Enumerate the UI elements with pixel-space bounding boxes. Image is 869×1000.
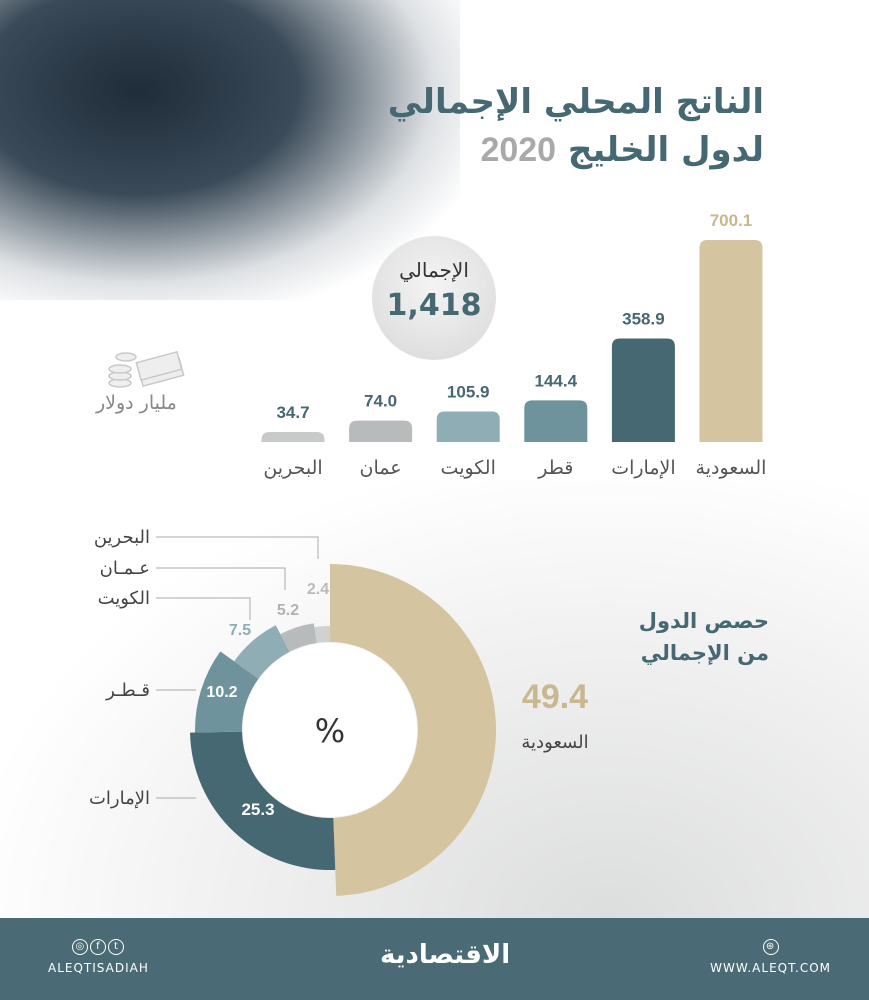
donut-value-label: 7.5 [229,622,251,639]
title-line2: لدول الخليج [567,130,764,170]
bar-category-label: البحرين [263,457,322,479]
bar-2 [524,400,588,442]
social-block: ◎ f t ALEQTISADIAH [48,938,149,975]
bar-category-label: عمان [360,457,402,479]
bar-category-label: قطر [537,457,573,479]
share-title-line2: من الإجمالي [640,641,769,665]
bar-category-label: السعودية [696,457,767,479]
website-link[interactable]: WWW.ALEQT.COM [710,961,831,975]
donut-hole [243,643,417,817]
title-line1: الناتج المحلي الإجمالي [387,82,764,122]
footer: ◎ f t ALEQTISADIAH الاقتصادية ⊛ WWW.ALEQT.… [0,918,869,1000]
bar-value-label: 74.0 [364,392,397,411]
instagram-icon[interactable]: ◎ [72,939,89,955]
unit-label: مليار دولار [96,392,177,414]
total-label: الإجمالي [399,258,469,282]
bar-value-label: 358.9 [622,309,665,328]
donut-value-label: 49.4 [522,678,588,716]
donut-segment-2 [195,651,259,733]
donut-segment-3 [234,625,290,679]
donut-value-label: 10.2 [206,684,237,701]
donut-center-unit: % [315,712,345,750]
leader-line [156,567,286,590]
bar-value-label: 700.1 [710,211,753,230]
donut-category-label: الكويت [98,588,150,609]
donut-category-label: قـطـر [105,680,150,701]
bar-value-label: 34.7 [276,403,309,422]
globe-icon: ⊛ [762,939,779,955]
bar-category-label: الإمارات [611,457,675,479]
bar-5 [261,431,325,442]
total-badge: الإجمالي 1,418 [372,236,496,360]
bar-0 [699,240,763,442]
title-year: 2020 [480,131,557,169]
donut-segment-5 [314,626,330,643]
facebook-icon[interactable]: f [90,939,107,955]
donut-segment-0 [330,564,497,896]
brand-logo: الاقتصادية [380,940,511,970]
website-block: ⊛ WWW.ALEQT.COM [710,938,831,975]
donut-value-label: 25.3 [241,800,274,819]
donut-segment-4 [280,623,317,652]
donut-segment-1 [190,731,336,870]
page-title: الناتج المحلي الإجمالي لدول الخليج 2020 [388,78,764,174]
donut-category-label: السعودية [521,732,588,753]
bar-3 [436,411,500,442]
share-title: حصص الدول من الإجمالي [639,605,769,669]
leader-line [156,536,319,559]
bar-4 [349,420,413,442]
social-handle[interactable]: ALEQTISADIAH [48,961,149,975]
bar-category-label: الكويت [441,457,496,479]
bar-1 [611,338,675,442]
bar-value-label: 144.4 [535,371,578,390]
twitter-icon[interactable]: t [108,939,125,955]
hero-photo [0,0,460,300]
donut-value-label: 5.2 [277,602,299,619]
bar-value-label: 105.9 [447,382,490,401]
money-icon [108,350,185,388]
share-title-line1: حصص الدول [638,609,769,633]
total-value: 1,418 [386,288,482,323]
donut-category-label: عـمـان [100,558,150,579]
charts-canvas: 700.1 السعودية 358.9 الإمارات 144.4 قطر 105.9 ا… [89,211,767,896]
donut-category-label: البحرين [94,527,150,548]
leader-line [156,597,251,620]
donut-value-label: 2.4 [307,581,329,598]
donut-category-label: الإمارات [89,788,150,809]
